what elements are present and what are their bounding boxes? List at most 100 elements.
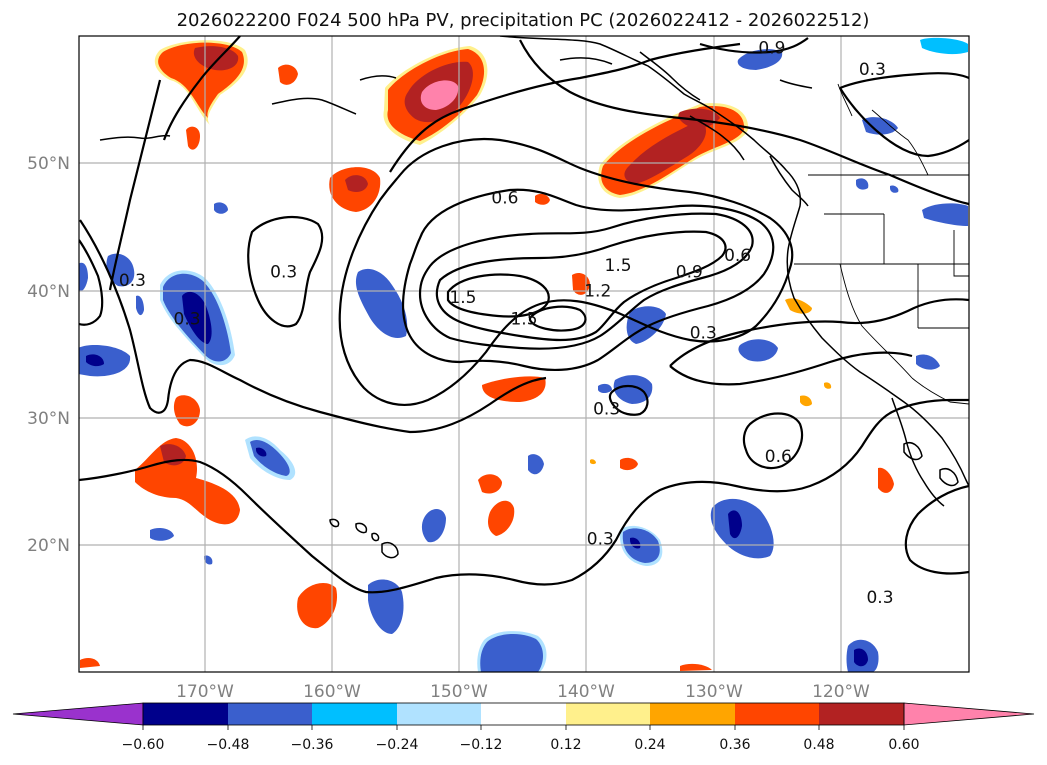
- map-frame: [78, 35, 970, 673]
- negative-precip-region: [854, 648, 868, 667]
- colorbar-bin: [650, 703, 735, 725]
- pv-contour-line: [608, 384, 649, 416]
- negative-precip-region: [598, 383, 612, 393]
- negative-precip-region: [528, 454, 544, 475]
- pv-contour-label: 0.3: [587, 529, 614, 549]
- political-borders: [794, 83, 969, 405]
- positive-precip-region: [278, 64, 298, 85]
- lat-tick-label: 50°N: [27, 154, 70, 174]
- negative-precip-region: [204, 555, 213, 565]
- pv-contour-line: [839, 87, 969, 158]
- lon-tick-label: 160°W: [303, 682, 361, 702]
- lon-tick-label: 130°W: [685, 682, 743, 702]
- pv-contours: [79, 36, 969, 594]
- pv-contour-label: 1.5: [605, 256, 632, 276]
- positive-precip-region: [383, 46, 488, 145]
- pv-contour-line: [446, 273, 550, 318]
- colorbar-tick-label: −0.60: [122, 737, 165, 753]
- negative-precip-region: [214, 202, 228, 214]
- lat-tick-label: 30°N: [27, 409, 70, 429]
- negative-precip-region: [256, 447, 267, 457]
- pv-contour-line: [904, 484, 969, 575]
- lon-tick-label: 140°W: [557, 682, 615, 702]
- pv-contour-line: [519, 39, 969, 206]
- pv-contour-line: [108, 79, 162, 291]
- pv-contour-label: 0.3: [593, 400, 620, 420]
- pv-contour-line: [389, 42, 741, 173]
- pv-contour-label: 0.9: [676, 262, 703, 282]
- negative-precip-region: [920, 37, 968, 55]
- pv-contour-label: 1.5: [449, 288, 476, 308]
- positive-precip-region: [80, 658, 100, 668]
- colorbar-bin: [566, 703, 650, 725]
- positive-precip-region: [186, 126, 200, 150]
- positive-precip-region: [878, 467, 894, 493]
- lon-tick-label: 150°W: [430, 682, 488, 702]
- negative-precip-region: [622, 528, 660, 563]
- positive-precip-region: [590, 459, 596, 465]
- colorbar-tick-label: 0.48: [803, 737, 834, 753]
- negative-precip-region: [480, 633, 543, 672]
- colorbar-extend-min: [12, 702, 144, 726]
- pv-contour-line: [418, 212, 754, 350]
- colorbar-bin: [735, 703, 819, 725]
- pv-contour-label: 1.2: [584, 281, 611, 301]
- pv-contour-label: 0.3: [119, 271, 146, 291]
- negative-precip-region: [737, 49, 783, 70]
- colorbar-tick-label: −0.48: [207, 737, 250, 753]
- pv-contour-label: 0.6: [724, 246, 751, 266]
- pv-contour-line: [669, 351, 913, 386]
- colorbar-extend-max: [903, 702, 1035, 726]
- positive-precip-region: [598, 103, 749, 198]
- positive-precip-region: [824, 382, 832, 389]
- positive-precip-region: [135, 438, 240, 525]
- pv-contour-line: [435, 230, 727, 342]
- lon-tick-label: 120°W: [812, 682, 870, 702]
- colorbar-tick-label: 0.36: [719, 737, 750, 753]
- colorbar-bin: [228, 703, 312, 725]
- negative-precip-region: [728, 510, 742, 539]
- pv-contour-line: [669, 298, 969, 367]
- positive-precip-region: [680, 663, 712, 671]
- negative-precip-region: [150, 528, 174, 541]
- colorbar-tick-label: −0.24: [376, 737, 419, 753]
- negative-precip-region: [613, 375, 653, 404]
- positive-precip-region: [345, 175, 368, 192]
- pv-contour-line: [839, 72, 969, 90]
- negative-precip-region: [738, 339, 778, 362]
- colorbar-bin: [312, 703, 397, 725]
- negative-precip-region: [86, 354, 104, 367]
- latitude-labels: 20°N 30°N 40°N 50°N: [27, 154, 70, 556]
- lon-tick-label: 170°W: [176, 682, 234, 702]
- negative-precip-region: [916, 354, 940, 370]
- pv-contour-label: 0.3: [174, 309, 201, 329]
- lat-tick-label: 20°N: [27, 536, 70, 556]
- colorbar: −0.60 −0.48 −0.36 −0.24 −0.12 0.12 0.24 …: [12, 702, 1035, 753]
- pv-contour-line: [338, 138, 794, 406]
- colorbar-tick-label: 0.12: [550, 737, 581, 753]
- pv-contour-line: [79, 239, 104, 326]
- colorbar-bin: [397, 703, 481, 725]
- pv-contour-line: [401, 188, 775, 372]
- pv-contour-label: 1.5: [510, 309, 537, 329]
- colorbar-bin: [819, 703, 904, 725]
- positive-precip-region: [297, 583, 338, 629]
- pv-contour-label: 0.6: [765, 447, 792, 467]
- pv-contour-label: 0.3: [690, 323, 717, 343]
- negative-precip-region: [355, 268, 408, 338]
- pv-contour-line: [528, 305, 587, 332]
- colorbar-bin: [143, 703, 228, 725]
- precipitation-shading: [79, 37, 968, 672]
- pv-contour-label: 0.3: [270, 262, 297, 282]
- colorbar-tick-label: −0.12: [460, 737, 503, 753]
- negative-precip-region: [136, 295, 144, 316]
- pv-contour-label: 0.3: [866, 588, 893, 608]
- pv-contour-label: 0.3: [859, 60, 886, 80]
- pv-contour-labels: 0.9 0.3 0.6 0.3 0.3 0.3 1.5 0.9 0.6 1.5 1.2 1.5 0.3 0…: [119, 38, 894, 608]
- negative-precip-region: [630, 537, 641, 549]
- negative-precip-region: [160, 270, 235, 366]
- pv-contour-line: [247, 216, 324, 328]
- colorbar-tick-label: 0.60: [888, 737, 919, 753]
- positive-precip-region: [620, 457, 638, 471]
